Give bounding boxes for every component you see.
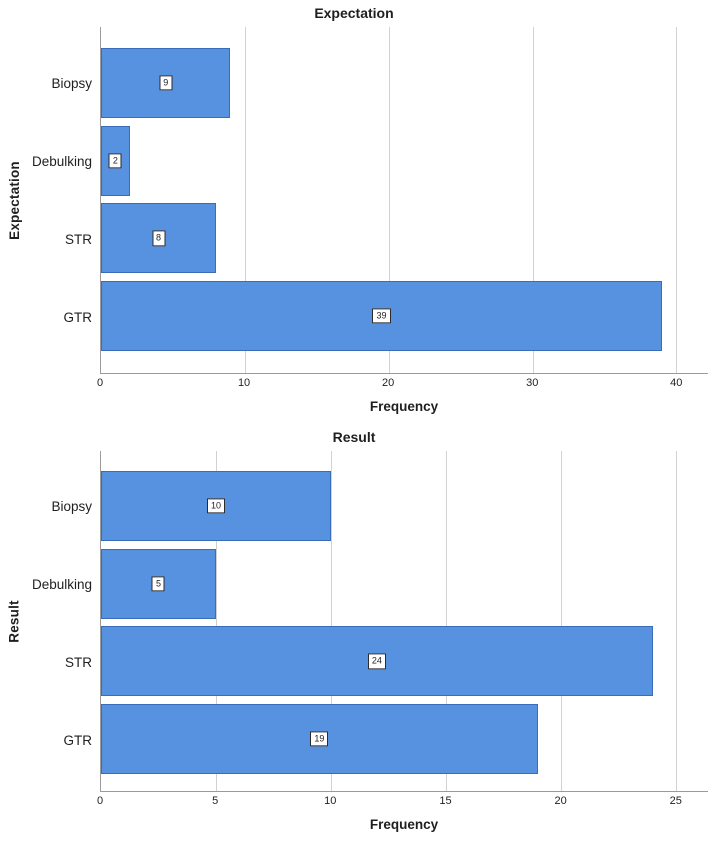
value-label: 2 [108,153,122,169]
category-label-gtr: GTR [63,309,93,325]
x-tick-label: 15 [439,795,452,807]
x-tick-label: 30 [526,377,539,389]
category-label-str: STR [65,654,92,670]
grid-line [532,27,534,373]
bar-rows: 10 5 24 19 [101,451,708,791]
x-tick-label: 40 [670,377,683,389]
bar-row: 39 [101,280,708,351]
x-tick-label: 5 [212,795,219,807]
plot-area: 9 2 8 39 [100,27,708,374]
bar-rows: 9 2 8 39 [101,27,708,373]
bar-row: 2 [101,125,708,196]
bar-row: 19 [101,703,708,774]
bar-row: 8 [101,203,708,274]
x-tick-label: 0 [96,377,104,389]
chart-body: Expectation Biopsy Debulking STR GTR 9 2 8 39 [0,27,708,374]
x-tick-label: 0 [96,795,104,807]
value-label: 39 [372,308,391,324]
grid-line [445,451,447,791]
x-tick-label: 20 [382,377,395,389]
bar-biopsy [101,48,231,118]
x-axis-title: Frequency [369,399,439,414]
category-label-debulking: Debulking [31,153,92,169]
value-label: 10 [206,498,225,514]
chart-title: Expectation [314,5,394,21]
chart-body: Result Biopsy Debulking STR GTR 10 5 24 19 [0,451,708,792]
category-label-debulking: Debulking [31,576,92,592]
grid-line [215,451,217,791]
chart-title: Result [332,429,376,445]
grid-line [676,27,678,373]
value-label: 5 [151,576,165,592]
y-axis-title-column: Expectation [0,27,28,374]
y-axis-title: Result [6,600,22,643]
grid-line [244,27,246,373]
bar-row: 5 [101,548,708,619]
grid-line [560,451,562,791]
category-label-str: STR [65,231,92,247]
x-axis-ticks: 0 5 10 15 20 25 [96,792,708,810]
value-label: 19 [310,731,329,747]
x-axis-ticks: 0 10 20 30 40 [96,374,708,392]
bar-row: 9 [101,48,708,118]
x-tick-label: 10 [324,795,337,807]
category-axis-labels: Biopsy Debulking STR GTR [28,27,100,374]
y-axis-title: Expectation [6,161,22,240]
category-axis-labels: Biopsy Debulking STR GTR [28,451,100,792]
grid-line [330,451,332,791]
value-label: 9 [159,75,173,91]
bar-chart-result: Result Result Biopsy Debulking STR GTR 10 5 2… [0,424,708,832]
bar-row: 10 [101,471,708,541]
x-axis-title: Frequency [369,817,439,832]
grid-line [388,27,390,373]
plot-area: 10 5 24 19 [100,451,708,792]
value-label: 24 [367,653,386,669]
category-label-biopsy: Biopsy [51,498,92,514]
bar-row: 24 [101,626,708,697]
x-tick-label: 10 [237,377,251,389]
x-tick-label: 20 [554,795,567,807]
grid-line [675,451,677,791]
category-label-gtr: GTR [63,732,93,748]
bar-chart-expectation: Expectation Expectation Biopsy Debulking S… [0,0,708,414]
x-tick-label: 25 [669,795,682,807]
value-label: 8 [152,230,166,246]
y-axis-title-column: Result [0,451,28,792]
category-label-biopsy: Biopsy [51,75,92,91]
